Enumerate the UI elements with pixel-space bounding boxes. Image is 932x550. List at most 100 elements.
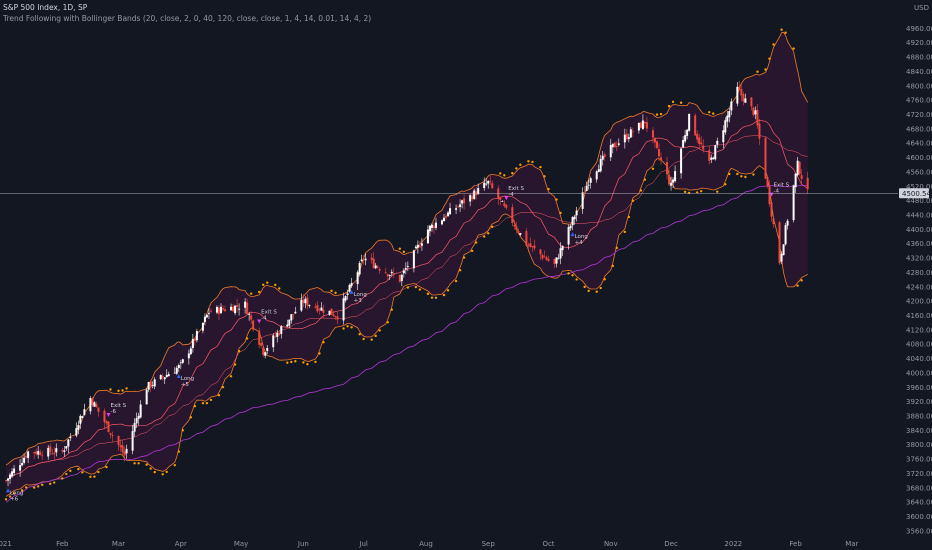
candle-body — [754, 110, 757, 115]
candle-body — [752, 107, 755, 116]
candle-body — [501, 201, 504, 202]
candle-body — [643, 121, 646, 124]
stop-dot — [362, 337, 365, 341]
stop-dot — [386, 321, 389, 324]
ma40-line — [5, 135, 808, 481]
price-axis[interactable]: USD 3560.00 3600.00 3640.00 3680.00 3720.00 3… — [906, 4, 932, 535]
candle-body — [742, 94, 745, 102]
stop-dot — [555, 198, 558, 201]
stop-dot — [165, 470, 168, 474]
price-tick-label: 4800.00 — [906, 82, 932, 90]
time-tick-label: Dec — [664, 540, 678, 548]
candle-body — [686, 129, 689, 136]
stop-dot — [286, 361, 289, 364]
stop-dot — [768, 57, 771, 60]
candle-body — [81, 416, 84, 418]
indicator-lines — [5, 31, 809, 503]
stop-dot — [229, 375, 233, 378]
candle-body — [250, 315, 253, 320]
stop-dot — [744, 175, 747, 179]
long-signal-arrow — [6, 488, 11, 493]
candle-body — [314, 306, 317, 308]
candle-body — [316, 305, 319, 312]
candle-body — [511, 207, 514, 224]
stop-dot — [302, 361, 305, 364]
candle-body — [702, 145, 705, 150]
candle-body — [374, 265, 377, 269]
stop-dot — [599, 286, 602, 290]
candle-body — [491, 183, 494, 189]
candle-body — [386, 274, 389, 277]
candle-body — [531, 246, 534, 248]
candle-body — [384, 272, 387, 274]
candle-body — [471, 195, 474, 200]
stop-dot — [655, 113, 659, 116]
stop-dot — [567, 272, 570, 275]
price-tick-label: 4120.00 — [906, 326, 932, 334]
stop-dot — [117, 389, 120, 393]
candle-body — [302, 300, 305, 303]
candle-body — [294, 311, 297, 314]
candle-body — [103, 410, 106, 423]
stop-dot — [233, 363, 237, 366]
time-tick-label: May — [234, 540, 248, 548]
stop-dot — [708, 110, 711, 114]
price-tick-label: 4920.00 — [906, 39, 932, 47]
stop-dot — [454, 279, 458, 283]
time-axis[interactable]: 2021 Feb Mar Apr May Jun Jul Aug Sep Oct Nov Dec 202… — [0, 540, 859, 548]
candle-body — [666, 161, 669, 175]
stop-dot — [145, 463, 148, 466]
candle-body — [13, 468, 16, 473]
candle-body — [611, 143, 614, 148]
stop-dot — [426, 292, 430, 296]
candle-body — [322, 309, 325, 313]
candle-body — [784, 225, 787, 245]
candle-body — [639, 122, 642, 128]
candle-body — [37, 450, 40, 455]
price-tick-label: 4720.00 — [906, 111, 932, 119]
stop-dot — [728, 172, 731, 176]
candle-body — [569, 225, 572, 229]
candle-body — [617, 143, 620, 145]
candle-body — [187, 353, 190, 359]
candle-body — [412, 250, 415, 269]
candle-body — [232, 306, 235, 312]
candle-body — [597, 169, 600, 173]
stop-dot — [595, 290, 598, 293]
candle-body — [796, 160, 799, 176]
stop-dot — [716, 190, 719, 193]
stop-dot — [133, 462, 136, 465]
candle-body — [674, 171, 677, 182]
candle-body — [768, 185, 771, 205]
candle-body — [61, 450, 64, 452]
candle-body — [447, 212, 450, 217]
candle-body — [203, 316, 206, 322]
stop-dot — [671, 100, 675, 104]
candle-body — [708, 150, 711, 161]
candle-body — [645, 122, 648, 129]
stop-dot — [249, 292, 253, 295]
exit-signal-arrow — [257, 319, 262, 324]
candle-body — [39, 452, 42, 455]
stop-dot — [173, 463, 176, 467]
stop-dot — [109, 388, 112, 391]
stop-dot — [571, 274, 574, 277]
candle-body — [135, 418, 138, 424]
candle-body — [328, 310, 331, 315]
candle-body — [388, 275, 391, 277]
candle-body — [601, 155, 604, 160]
stop-dot — [89, 475, 92, 479]
candle-body — [79, 415, 82, 424]
candle-body — [414, 246, 417, 249]
time-tick-label: Jun — [297, 540, 309, 548]
signal-value: +4 — [575, 240, 584, 246]
stop-dot — [446, 289, 450, 292]
stop-dot — [611, 264, 614, 268]
chart-legend-header: S&P 500 Index, 1D, SP Trend Following wi… — [3, 2, 371, 24]
time-tick-label: Jul — [358, 540, 368, 548]
stop-dot — [683, 190, 687, 194]
signal-label: Exit S — [261, 309, 277, 315]
stop-dot — [724, 183, 727, 186]
candle-body — [123, 451, 126, 456]
